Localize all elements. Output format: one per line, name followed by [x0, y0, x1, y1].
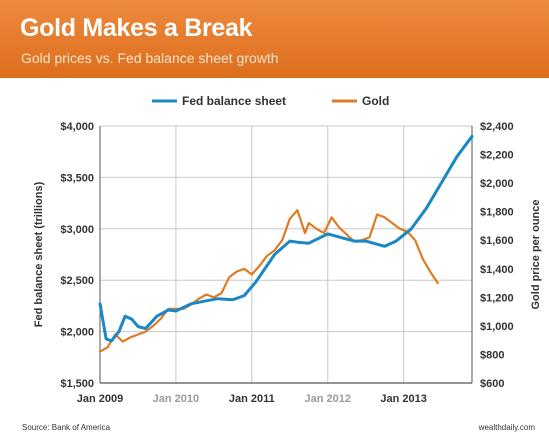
y-left-tick-label: $1,500: [60, 378, 94, 390]
y-right-tick-label: $1,000: [480, 321, 514, 333]
series-line-fed-balance-sheet: [98, 134, 474, 343]
y-left-tick-label: $2,500: [60, 275, 94, 287]
x-tick-label: Jan 2011: [229, 393, 275, 405]
y-left-tick-label: $2,000: [60, 327, 94, 339]
x-tick-label: Jan 2010: [153, 393, 199, 405]
y-right-tick-label: $2,200: [480, 150, 514, 162]
y-right-tick-label: $1,800: [480, 207, 514, 219]
chart-title: Gold Makes a Break: [20, 14, 253, 42]
y-right-tick-label: $2,000: [480, 178, 514, 190]
legend-label-gold: Gold: [362, 94, 389, 108]
y-left-tick-label: $3,000: [60, 224, 94, 236]
chart-subtitle: Gold prices vs. Fed balance sheet growth: [21, 50, 279, 66]
source-note: Source: Bank of America: [22, 423, 111, 432]
y-left-tick-label: $3,500: [60, 172, 94, 184]
y-right-axis-title: Gold price per ounce: [530, 199, 542, 309]
x-tick-label: Jan 2009: [77, 393, 123, 405]
y-right-tick-label: $1,200: [480, 292, 514, 304]
y-right-tick-label: $1,400: [480, 264, 514, 276]
legend-label-fed: Fed balance sheet: [182, 94, 286, 108]
series-line-gold: [98, 209, 439, 353]
title-banner: [0, 0, 549, 78]
plot-area: $1,500 $2,000 $2,500 $3,000 $3,500 $4,000 Jan …: [33, 94, 542, 405]
y-left-axis-title: Fed balance sheet (trillions): [33, 181, 45, 327]
y-right-tick-label: $600: [480, 378, 504, 390]
y-left-tick-label: $4,000: [60, 121, 94, 133]
y-right-tick-label: $1,600: [480, 235, 514, 247]
y-right-tick-label: $2,400: [480, 121, 514, 133]
x-tick-label: Jan 2013: [380, 393, 426, 405]
site-credit: wealthdaily.com: [478, 423, 535, 432]
y-right-tick-label: $800: [480, 349, 504, 361]
x-tick-label: Jan 2012: [305, 393, 351, 405]
